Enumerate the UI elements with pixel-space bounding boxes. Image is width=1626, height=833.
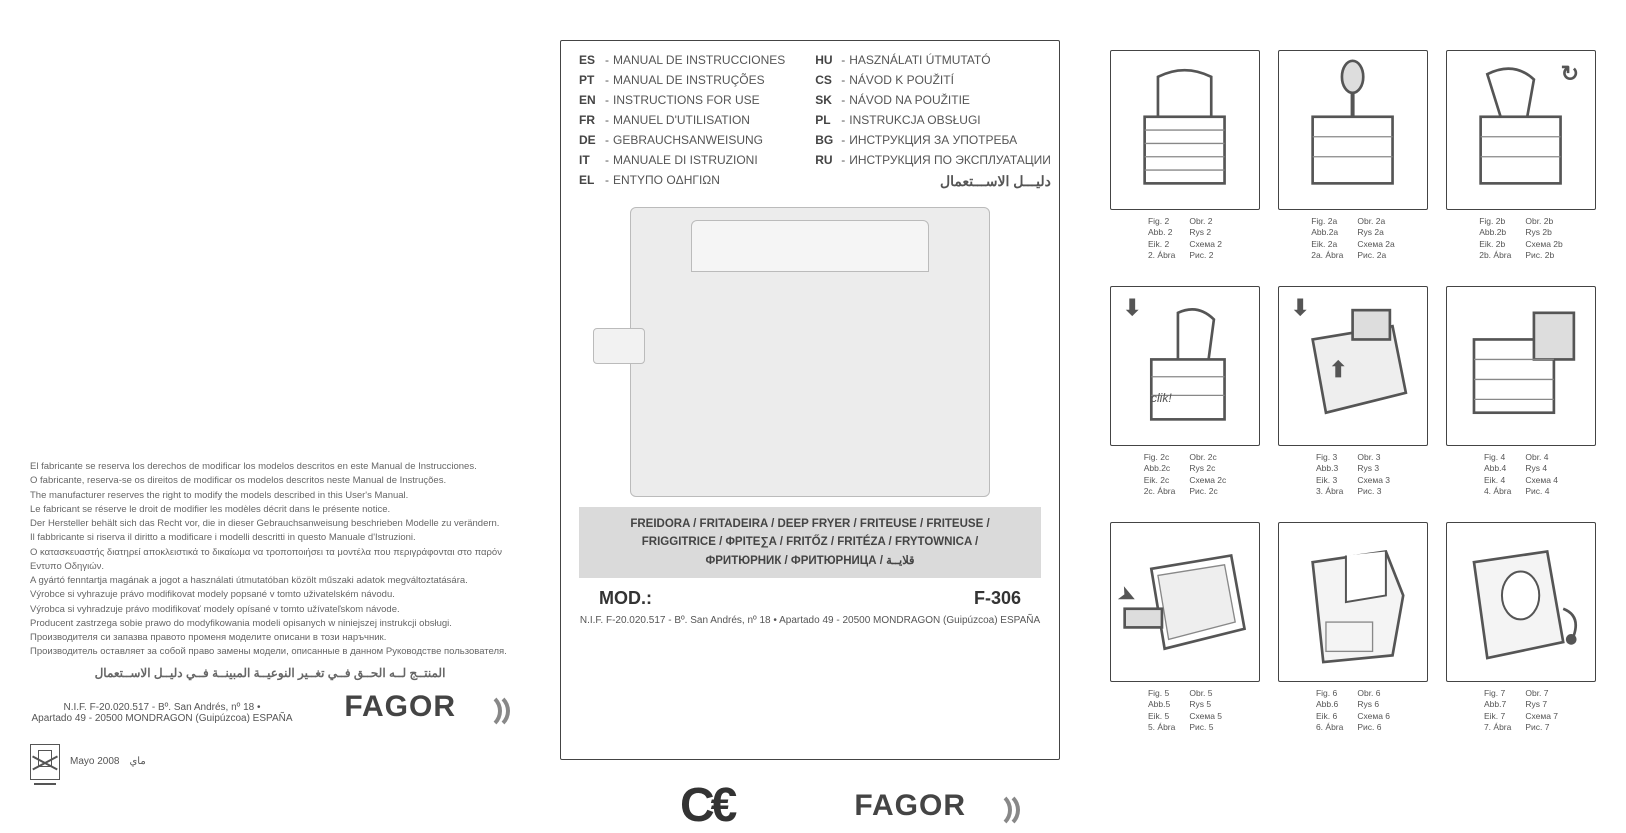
- brand-swoosh-icon: [464, 692, 510, 722]
- product-names-line: FREIDORA / FRITADEIRA / DEEP FRYER / FRI…: [585, 515, 1035, 533]
- legal-line: Производителя си запазва правото променя…: [30, 631, 510, 645]
- diagram-fig-7: [1446, 522, 1596, 682]
- legal-line: Производитель оставляет за собой право з…: [30, 645, 510, 659]
- diagram-caption: Fig. 2a Abb.2a Eik. 2a 2a. ÁbraObr. 2a R…: [1278, 216, 1428, 262]
- lang-row: HU-HASZNÁLATI ÚTMUTATÓ: [815, 53, 1051, 67]
- diagram-cell: ➤ Fig. 5 Abb.5 Eik. 5 5. ÁbraObr. 5 Rys …: [1110, 522, 1260, 734]
- click-label: clik!: [1151, 391, 1172, 405]
- legal-line-arabic: المنتــج لــه الحــق فــي تغــير النوعيـ…: [30, 664, 510, 682]
- back-cover-page: El fabricante se reserva los derechos de…: [0, 0, 540, 800]
- lang-row: PT-MANUAL DE INSTRUÇÕES: [579, 73, 785, 87]
- diagram-fig-3: ⬇ ⬆: [1278, 286, 1428, 446]
- down-arrow-icon: ⬇: [1123, 295, 1141, 321]
- lang-row: RU-ИНСТРУКЦИЯ ПО ЭКСПЛУАТАЦИИ: [815, 153, 1051, 167]
- diagram-fig-6: [1278, 522, 1428, 682]
- brand-block: FAGOR: [854, 789, 1020, 823]
- diagram-fig-4: [1446, 286, 1596, 446]
- legal-line: Výrobce si vyhrazuje právo modifikovat m…: [30, 588, 510, 602]
- lang-row: FR-MANUEL D'UTILISATION: [579, 113, 785, 127]
- diagram-fig-2: [1110, 50, 1260, 210]
- language-col-left: ES-MANUAL DE INSTRUCCIONES PT-MANUAL DE …: [579, 53, 785, 193]
- diagram-caption: Fig. 6 Abb.6 Eik. 6 6. ÁbraObr. 6 Rys 6 …: [1278, 688, 1428, 734]
- brand-logo-text: FAGOR: [344, 690, 456, 724]
- diagram-caption: Fig. 7 Abb.7 Eik. 7 7. ÁbraObr. 7 Rys 7 …: [1446, 688, 1596, 734]
- diagram-cell: Fig. 2a Abb.2a Eik. 2a 2a. ÁbraObr. 2a R…: [1278, 50, 1428, 262]
- diagram-caption: Fig. 4 Abb.4 Eik. 4 4. ÁbraObr. 4 Rys 4 …: [1446, 452, 1596, 498]
- lang-row-arabic: دليـــل الاســـتعمال: [815, 173, 1051, 190]
- diagram-fig-2b: ↻: [1446, 50, 1596, 210]
- nif-line-1: N.I.F. F-20.020.517 - Bº. San Andrés, nº…: [30, 702, 294, 713]
- legal-text-block: El fabricante se reserva los derechos de…: [30, 460, 510, 682]
- lang-row: IT-MANUALE DI ISTRUZIONI: [579, 153, 785, 167]
- brand-swoosh-icon: [974, 791, 1020, 821]
- product-names-line: ФРИТЮРНИК / ФРИТЮРНИЦА / قلايــة: [585, 552, 1035, 570]
- diagram-fig-5: ➤: [1110, 522, 1260, 682]
- model-label: MOD.:: [599, 588, 652, 609]
- diagram-fig-2a: [1278, 50, 1428, 210]
- diagram-caption: Fig. 2b Abb.2b Eik. 2b 2b. ÁbraObr. 2b R…: [1446, 216, 1596, 262]
- cover-footer-row: C€ FAGOR: [560, 778, 1060, 833]
- legal-line: Le fabricant se réserve le droit de modi…: [30, 503, 510, 517]
- lang-row: BG-ИНСТРУКЦИЯ ЗА УПОТРЕБА: [815, 133, 1051, 147]
- publication-date: Mayo 2008: [70, 756, 119, 767]
- diagram-grid: Fig. 2 Abb. 2 Eik. 2 2. ÁbraObr. 2 Rys 2…: [1110, 50, 1596, 734]
- product-photo: [630, 207, 990, 497]
- lang-row: CS-NÁVOD K POUŽITÍ: [815, 73, 1051, 87]
- language-col-right: HU-HASZNÁLATI ÚTMUTATÓ CS-NÁVOD K POUŽIT…: [815, 53, 1051, 193]
- diagram-cell: ↻ Fig. 2b Abb.2b Eik. 2b 2b. ÁbraObr. 2b…: [1446, 50, 1596, 262]
- lang-row: EN-INSTRUCTIONS FOR USE: [579, 93, 785, 107]
- diagram-cell: Fig. 6 Abb.6 Eik. 6 6. ÁbraObr. 6 Rys 6 …: [1278, 522, 1428, 734]
- legal-line: Il fabbricante si riserva il diritto a m…: [30, 531, 510, 545]
- diagram-caption: Fig. 5 Abb.5 Eik. 5 5. ÁbraObr. 5 Rys 5 …: [1110, 688, 1260, 734]
- rotate-arrow-icon: ↻: [1561, 61, 1579, 87]
- lang-row: ES-MANUAL DE INSTRUCCIONES: [579, 53, 785, 67]
- front-cover-page: ES-MANUAL DE INSTRUCCIONES PT-MANUAL DE …: [540, 0, 1080, 800]
- brand-logo-text: FAGOR: [854, 789, 966, 823]
- company-address: N.I.F. F-20.020.517 - Bº. San Andrés, nº…: [30, 702, 294, 724]
- legal-line: Der Hersteller behält sich das Recht vor…: [30, 517, 510, 531]
- down-arrow-icon: ⬇: [1291, 295, 1309, 321]
- diagrams-page: Fig. 2 Abb. 2 Eik. 2 2. ÁbraObr. 2 Rys 2…: [1080, 0, 1626, 800]
- legal-line: Producent zastrzega sobie prawo do modyf…: [30, 617, 510, 631]
- legal-line: The manufacturer reserves the right to m…: [30, 489, 510, 503]
- up-arrow-icon: ⬆: [1329, 357, 1347, 383]
- diagram-caption: Fig. 2 Abb. 2 Eik. 2 2. ÁbraObr. 2 Rys 2…: [1110, 216, 1260, 262]
- product-names-line: FRIGGITRICE / ΦPITE∑A / FRITŐZ / FRITÉZA…: [585, 533, 1035, 551]
- legal-line: Výrobca si vyhradzuje právo modifikovať …: [30, 603, 510, 617]
- legal-line: A gyártó fenntartja magának a jogot a ha…: [30, 574, 510, 588]
- weee-recycle-icon: [30, 744, 60, 780]
- legal-line: O fabricante, reserva-se os direitos de …: [30, 474, 510, 488]
- publication-date-arabic: ماي: [129, 756, 145, 767]
- diagram-caption: Fig. 2c Abb.2c Eik. 2c 2c. ÁbraObr. 2c R…: [1110, 452, 1260, 498]
- diagram-cell: ⬇ clik! Fig. 2c Abb.2c Eik. 2c 2c. ÁbraO…: [1110, 286, 1260, 498]
- language-list: ES-MANUAL DE INSTRUCCIONES PT-MANUAL DE …: [579, 53, 1041, 193]
- brand-block: FAGOR: [344, 690, 510, 724]
- product-names-band: FREIDORA / FRITADEIRA / DEEP FRYER / FRI…: [579, 507, 1041, 578]
- diagram-cell: Fig. 2 Abb. 2 Eik. 2 2. ÁbraObr. 2 Rys 2…: [1110, 50, 1260, 262]
- legal-line: El fabricante se reserva los derechos de…: [30, 460, 510, 474]
- model-value: F-306: [974, 588, 1021, 609]
- model-row: MOD.: F-306: [599, 588, 1021, 609]
- diagram-cell: Fig. 7 Abb.7 Eik. 7 7. ÁbraObr. 7 Rys 7 …: [1446, 522, 1596, 734]
- lang-row: PL-INSTRUKCJA OBSŁUGI: [815, 113, 1051, 127]
- lang-row: DE-GEBRAUCHSANWEISUNG: [579, 133, 785, 147]
- diagram-cell: ⬇ ⬆ Fig. 3 Abb.3 Eik. 3 3. ÁbraObr. 3 Ry…: [1278, 286, 1428, 498]
- diagram-fig-2c: ⬇ clik!: [1110, 286, 1260, 446]
- company-address-cover: N.I.F. F-20.020.517 - Bº. San Andrés, nº…: [579, 615, 1041, 626]
- diagram-caption: Fig. 3 Abb.3 Eik. 3 3. ÁbraObr. 3 Rys 3 …: [1278, 452, 1428, 498]
- cover-frame: ES-MANUAL DE INSTRUCCIONES PT-MANUAL DE …: [560, 40, 1060, 760]
- lang-row: EL-ENTYΠO OΔHΓIΩN: [579, 173, 785, 187]
- ce-mark-icon: C€: [680, 778, 733, 833]
- nif-line-2: Apartado 49 - 20500 MONDRAGON (Guipúzcoa…: [30, 713, 294, 724]
- legal-line: Ο κατασκευαστής διατηρεί αποκλειστικά το…: [30, 546, 510, 575]
- diagram-cell: Fig. 4 Abb.4 Eik. 4 4. ÁbraObr. 4 Rys 4 …: [1446, 286, 1596, 498]
- footer-row: Mayo 2008 ماي: [30, 744, 510, 780]
- lang-row: SK-NÁVOD NA POUŽITIE: [815, 93, 1051, 107]
